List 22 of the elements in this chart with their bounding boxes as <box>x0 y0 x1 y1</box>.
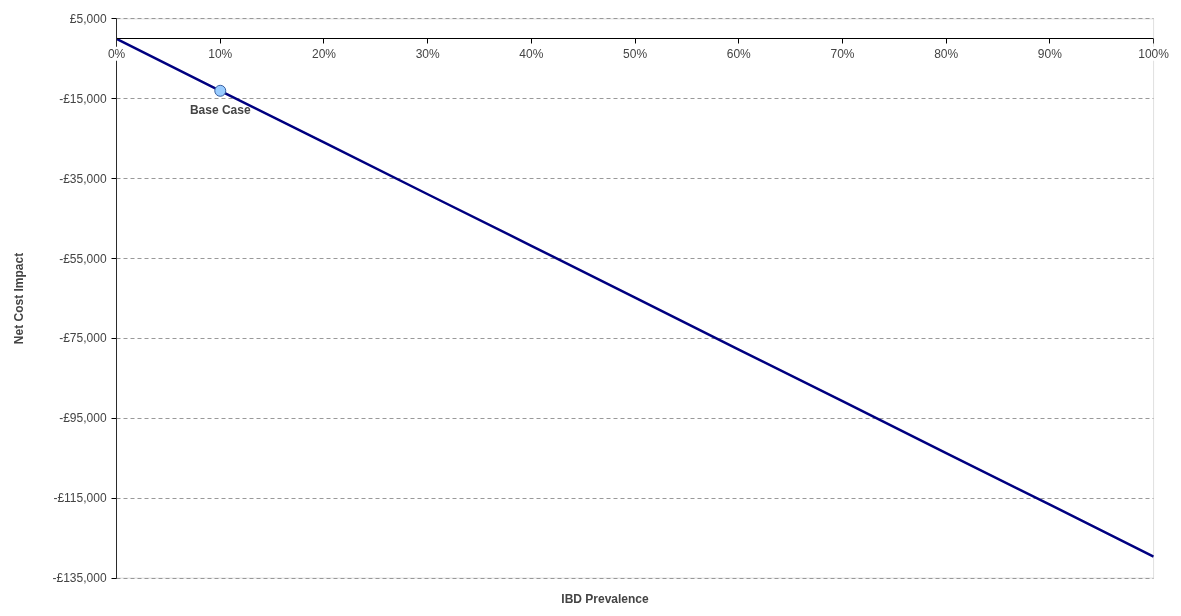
x-tick-label: 60% <box>726 46 752 61</box>
annotation: Base Case <box>189 102 251 117</box>
y-tick-label: -£95,000 <box>59 411 107 426</box>
x-tick-label: 40% <box>519 46 544 61</box>
y-axis-title: Net Cost Impact <box>11 252 26 345</box>
x-tick-label: 50% <box>623 46 648 61</box>
x-tick-label: 90% <box>1037 46 1063 61</box>
x-tick-label: 30% <box>415 46 441 61</box>
x-tick-label: 0% <box>107 46 126 61</box>
y-tick-label: -£55,000 <box>59 251 107 266</box>
x-axis-title: IBD Prevalence <box>561 591 650 606</box>
y-tick-label: -£135,000 <box>52 571 107 586</box>
y-tick-label: -£115,000 <box>53 491 107 506</box>
x-tick-label: 20% <box>311 46 337 61</box>
x-tick-label: 100% <box>1138 46 1170 61</box>
x-tick-label: 80% <box>934 46 959 61</box>
y-tick-label: £5,000 <box>69 11 107 26</box>
y-tick-label: -£75,000 <box>59 331 107 346</box>
x-tick-label: 70% <box>830 46 855 61</box>
y-tick-label: -£15,000 <box>59 91 107 106</box>
y-tick-label: -£35,000 <box>59 171 107 186</box>
x-tick-label: 10% <box>208 46 233 61</box>
